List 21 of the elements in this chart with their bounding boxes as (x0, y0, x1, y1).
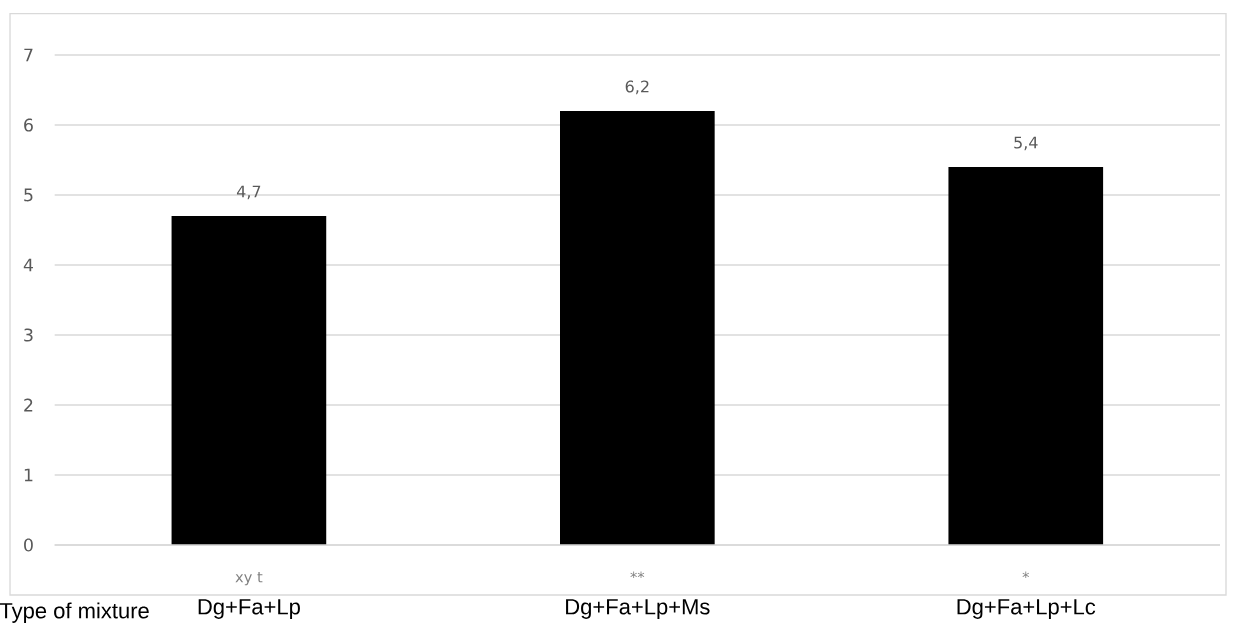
bar (948, 167, 1104, 545)
data-label: 4,7 (236, 185, 261, 200)
text: * (1022, 571, 1030, 579)
text: xy t (235, 572, 263, 586)
x-tick-label: Dg+Fa+Lp+Ms (566, 599, 710, 619)
y-tick-label: 3 (24, 328, 33, 342)
y-tick-label: 0 (24, 538, 33, 552)
data-label: 5,4 (1014, 136, 1038, 151)
y-tick-label: 4 (23, 258, 33, 272)
x-tick-label: Dg+Fa+Lp+Lc (957, 599, 1096, 619)
x-tick-label: Dg+Fa+Lp (198, 599, 300, 619)
bar (560, 111, 715, 545)
text: ** (630, 571, 645, 579)
y-tick-label: 5 (24, 188, 33, 202)
y-tick-label: 7 (24, 48, 33, 62)
y-tick-label: 2 (24, 398, 33, 412)
y-tick-label: 1 (24, 468, 33, 482)
data-label: 6,2 (625, 80, 649, 95)
x-axis-title: Type of mixture (0, 602, 149, 623)
y-tick-label: 6 (24, 118, 33, 132)
bar (171, 215, 327, 545)
